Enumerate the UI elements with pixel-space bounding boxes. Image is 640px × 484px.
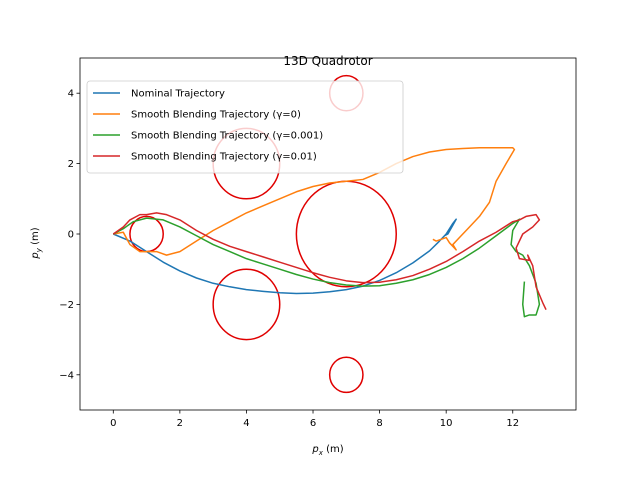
y-tick-label: 0 <box>68 230 74 241</box>
plot-area <box>112 74 547 394</box>
y-axis-label: py (m) <box>30 227 43 259</box>
y-tick-label: 4 <box>68 89 74 100</box>
y-axis: −4 −2 0 2 4 <box>59 89 80 381</box>
legend: Nominal Trajectory Smooth Blending Trajec… <box>86 80 404 174</box>
x-tick-label: 8 <box>376 418 382 429</box>
y-tick-label: −2 <box>59 300 74 311</box>
x-axis: 0 2 4 6 8 10 12 <box>110 410 519 429</box>
legend-label-2: Smooth Blending Trajectory (γ=0) <box>131 110 301 121</box>
x-tick-label: 12 <box>506 418 519 429</box>
y-tick-label: −4 <box>59 370 74 381</box>
legend-box <box>86 80 404 174</box>
legend-label-3: Smooth Blending Trajectory (γ=0.001) <box>131 131 323 142</box>
series-line-4 <box>112 212 547 311</box>
legend-label-4: Smooth Blending Trajectory (γ=0.01) <box>131 152 317 163</box>
series-line-3 <box>112 217 541 318</box>
legend-label-1: Nominal Trajectory <box>131 89 225 100</box>
obstacle-circle-6 <box>328 356 364 394</box>
x-tick-label: 4 <box>243 418 249 429</box>
chart-title: 13D Quadrotor <box>283 54 372 68</box>
series-line-1 <box>112 218 457 295</box>
x-tick-label: 6 <box>310 418 316 429</box>
x-tick-label: 10 <box>440 418 453 429</box>
x-tick-label: 2 <box>177 418 183 429</box>
y-tick-label: 2 <box>68 159 74 170</box>
x-axis-label: px (m) <box>311 444 343 457</box>
obstacle-circle-3 <box>212 268 281 341</box>
x-tick-label: 0 <box>110 418 116 429</box>
series-lines <box>112 147 547 318</box>
obstacle-circle-4 <box>295 180 397 288</box>
